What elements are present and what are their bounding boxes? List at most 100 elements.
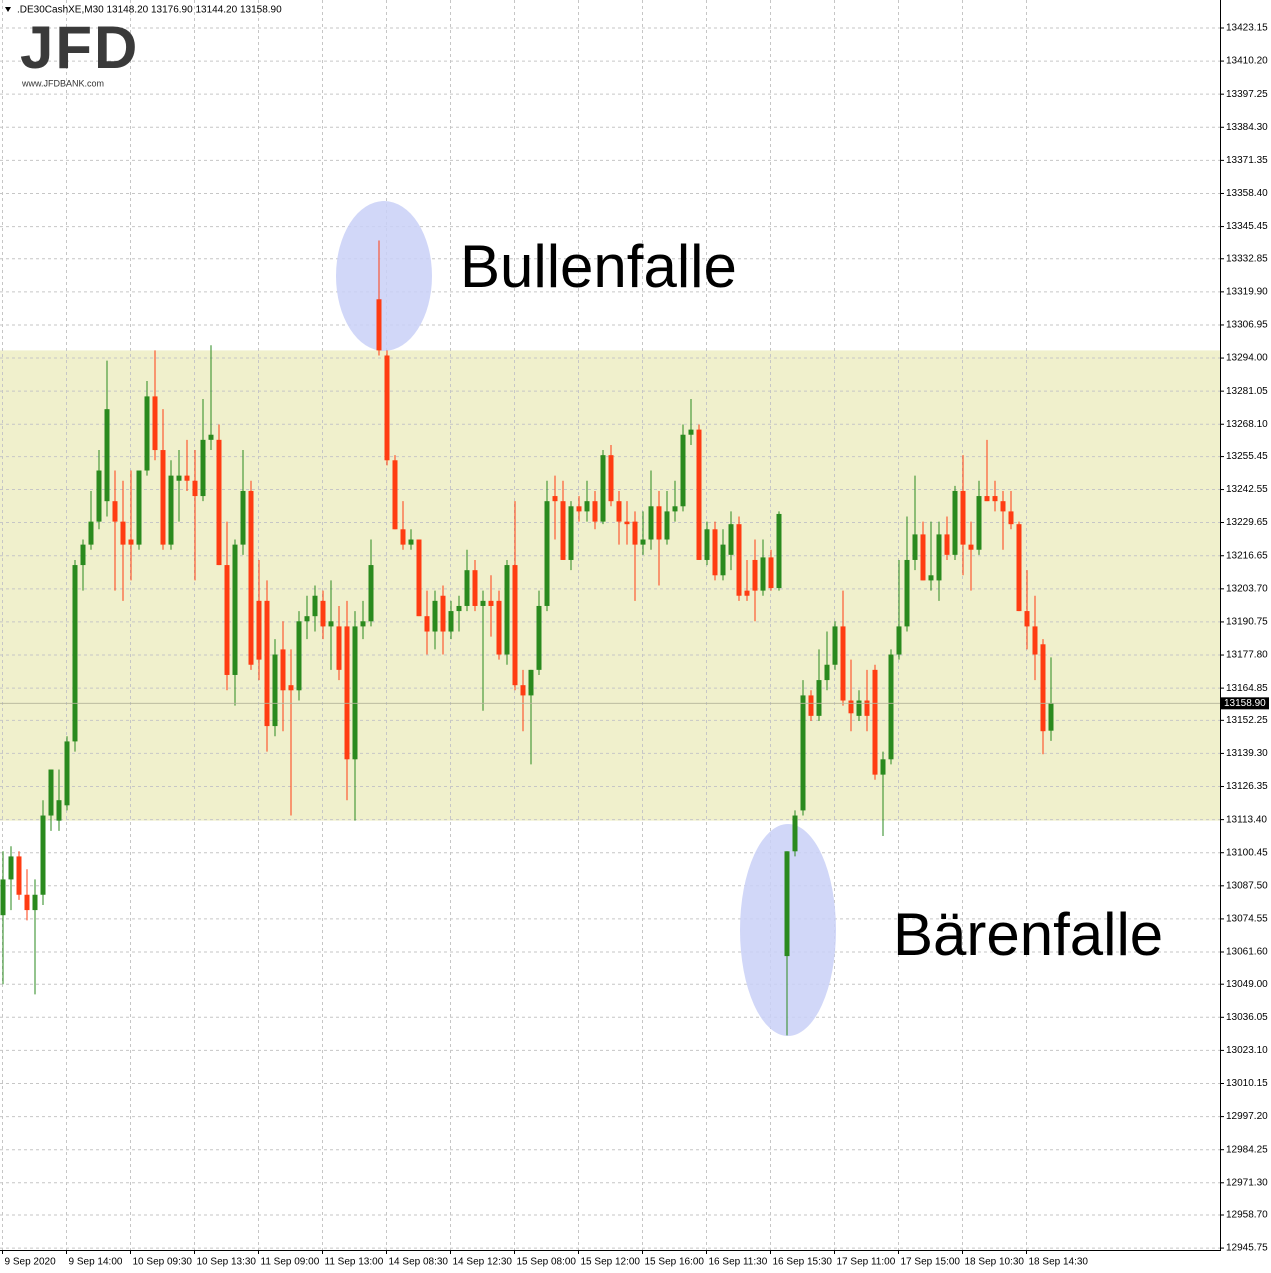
- candle-body: [600, 455, 606, 522]
- candle-body: [48, 769, 54, 816]
- candle-body: [616, 501, 622, 522]
- candle-body: [72, 565, 78, 742]
- candle-body: [520, 685, 526, 696]
- candle-body: [232, 544, 238, 675]
- candle-body: [656, 506, 662, 540]
- chart-title: .DE30CashXE,M30 13148.20 13176.90 13144.…: [17, 5, 282, 16]
- x-tick-label: 18 Sep 14:30: [1029, 1257, 1089, 1268]
- candle-body: [152, 396, 158, 451]
- candle-body: [416, 539, 422, 617]
- candle-body: [280, 649, 286, 691]
- y-tick-label: 13319.90: [1226, 287, 1268, 298]
- candle-body: [456, 605, 462, 612]
- candle-body: [408, 539, 414, 545]
- y-tick-label: 13345.45: [1226, 221, 1268, 232]
- candle-body: [584, 501, 590, 512]
- x-tick-label: 18 Sep 10:30: [965, 1257, 1025, 1268]
- menu-arrow[interactable]: [5, 7, 11, 12]
- annotation: Bullenfalle: [460, 233, 737, 300]
- candle-body: [440, 595, 446, 632]
- candle-body: [560, 501, 566, 560]
- x-tick-label: 9 Sep 2020: [5, 1257, 57, 1268]
- mark-layer: [0, 201, 1054, 1036]
- y-tick-label: 13139.30: [1226, 748, 1268, 759]
- candle-body: [288, 685, 294, 691]
- candle-body: [880, 759, 886, 775]
- candle-body: [848, 700, 854, 714]
- background-layer: [0, 0, 1220, 1250]
- candle-body: [896, 626, 902, 655]
- candle-body: [272, 654, 278, 727]
- candle-body: [592, 501, 598, 522]
- x-tick-label: 15 Sep 08:00: [517, 1257, 577, 1268]
- candle-body: [1016, 524, 1022, 612]
- candle-body: [696, 429, 702, 560]
- candle-body: [384, 355, 390, 461]
- candle-body: [544, 501, 550, 606]
- candle-body: [488, 600, 494, 606]
- candle-body: [352, 626, 358, 760]
- x-tick-label: 14 Sep 08:30: [389, 1257, 449, 1268]
- candle-body: [1048, 703, 1054, 731]
- candle-body: [608, 455, 614, 502]
- x-tick-label: 14 Sep 12:30: [453, 1257, 513, 1268]
- y-tick-label: 13371.35: [1226, 155, 1268, 166]
- candle-body: [1008, 511, 1014, 525]
- candle-body: [632, 521, 638, 545]
- candle-body: [448, 611, 454, 632]
- y-tick-label: 13397.25: [1226, 89, 1268, 100]
- candle-body: [904, 559, 910, 627]
- candle-body: [472, 570, 478, 606]
- candle-body: [184, 475, 190, 481]
- candle-body: [88, 521, 94, 545]
- candle-body: [824, 664, 830, 681]
- y-tick-label: 13113.40: [1226, 814, 1267, 825]
- x-tick-label: 16 Sep 15:30: [773, 1257, 833, 1268]
- candle-body: [328, 621, 334, 627]
- candle-body: [552, 496, 558, 502]
- highlight: [336, 201, 432, 351]
- candle-body: [968, 544, 974, 550]
- candle-body: [976, 496, 982, 550]
- candle-body: [776, 513, 782, 589]
- candle-body: [984, 496, 990, 502]
- y-tick-label: 13384.30: [1226, 122, 1268, 133]
- candle-body: [568, 506, 574, 560]
- y-tick-label: 13164.85: [1226, 683, 1268, 694]
- y-tick-label: 13255.45: [1226, 451, 1268, 462]
- candle-body: [480, 600, 486, 606]
- last-price-label: 13158.90: [1224, 698, 1266, 709]
- candle-body: [768, 557, 774, 589]
- candle-body: [840, 626, 846, 701]
- x-tick-label: 16 Sep 11:30: [709, 1257, 768, 1268]
- candle-body: [296, 621, 302, 691]
- candle-body: [32, 894, 38, 911]
- y-tick-label: 13049.00: [1226, 979, 1268, 990]
- candle-body: [144, 396, 150, 471]
- candle-body: [728, 524, 734, 555]
- x-tick-label: 17 Sep 15:00: [901, 1257, 961, 1268]
- candle-body: [120, 521, 126, 545]
- x-tick-label: 15 Sep 12:00: [581, 1257, 641, 1268]
- candle-body: [992, 496, 998, 502]
- candle-body: [264, 600, 270, 727]
- candle-body: [744, 590, 750, 596]
- candle-body: [712, 529, 718, 576]
- y-tick-label: 13294.00: [1226, 353, 1268, 364]
- x-tick-label: 9 Sep 14:00: [69, 1257, 123, 1268]
- candle-body: [912, 534, 918, 560]
- candle-body: [920, 534, 926, 581]
- logo-url: www.JFDBANK.com: [21, 78, 104, 88]
- x-tick-label: 15 Sep 16:00: [645, 1257, 705, 1268]
- candle-body: [168, 475, 174, 545]
- candle-body: [792, 815, 798, 852]
- candle-body: [112, 501, 118, 522]
- candle-body: [64, 741, 70, 806]
- candle-body: [872, 669, 878, 775]
- candle-body: [960, 490, 966, 545]
- candle-body: [1000, 501, 1006, 512]
- candle-body: [640, 539, 646, 545]
- y-tick-label: 13203.70: [1226, 583, 1268, 594]
- y-tick-label: 12984.25: [1226, 1144, 1268, 1155]
